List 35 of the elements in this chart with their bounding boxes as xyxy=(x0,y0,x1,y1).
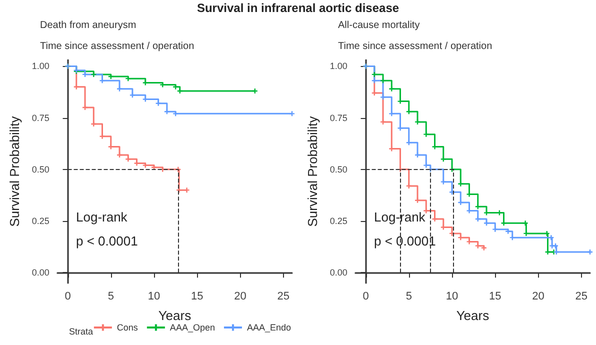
y-tick-label: 0.75 xyxy=(330,112,348,123)
x-tick-label: 15 xyxy=(489,290,502,302)
legend-title: Strata xyxy=(68,326,94,336)
annotation: Log-rank p < 0.0001 xyxy=(76,210,138,248)
legend-label: AAA_Open xyxy=(170,322,215,332)
x-tick-label: 15 xyxy=(191,290,204,302)
y-tick-label: 0.00 xyxy=(330,268,348,278)
x-tick-label: 0 xyxy=(362,290,369,302)
x-axis-title: Years xyxy=(158,308,192,323)
legend-label: Cons xyxy=(116,322,138,332)
chart-title: Survival in infrarenal aortic disease xyxy=(196,1,400,15)
x-tick-label: 25 xyxy=(575,290,588,302)
legend-label: AAA_Endo xyxy=(246,322,292,332)
x-tick-label: 10 xyxy=(446,290,458,302)
y-tick-label: 0.50 xyxy=(32,164,50,174)
y-axis-title: Survival Probability xyxy=(7,116,22,227)
x-tick-label: 0 xyxy=(64,290,71,302)
y-tick-label: 0.00 xyxy=(32,268,50,278)
y-tick-label: 1.00 xyxy=(330,61,348,72)
y-tick-label: 0.75 xyxy=(32,112,50,123)
x-tick-label: 20 xyxy=(234,290,246,302)
x-tick-label: 10 xyxy=(148,290,160,302)
x-axis-title: Years xyxy=(456,308,490,323)
x-tick-label: 20 xyxy=(532,290,544,302)
y-tick-label: 0.25 xyxy=(32,216,50,226)
y-tick-label: 1.00 xyxy=(32,61,50,72)
chart-subtitle: All-cause mortality Time since assessment / operation xyxy=(338,20,492,52)
chart-subtitle: Death from aneurysm Time since assessment / operation xyxy=(40,20,194,52)
y-tick-label: 0.50 xyxy=(330,164,348,174)
y-tick-label: 0.25 xyxy=(330,216,348,226)
y-axis-title: Survival Probability xyxy=(305,116,320,227)
x-tick-label: 5 xyxy=(108,290,114,302)
annotation: Log-rank p < 0.0001 xyxy=(374,210,436,248)
x-tick-label: 5 xyxy=(406,290,412,302)
x-tick-label: 25 xyxy=(277,290,290,302)
